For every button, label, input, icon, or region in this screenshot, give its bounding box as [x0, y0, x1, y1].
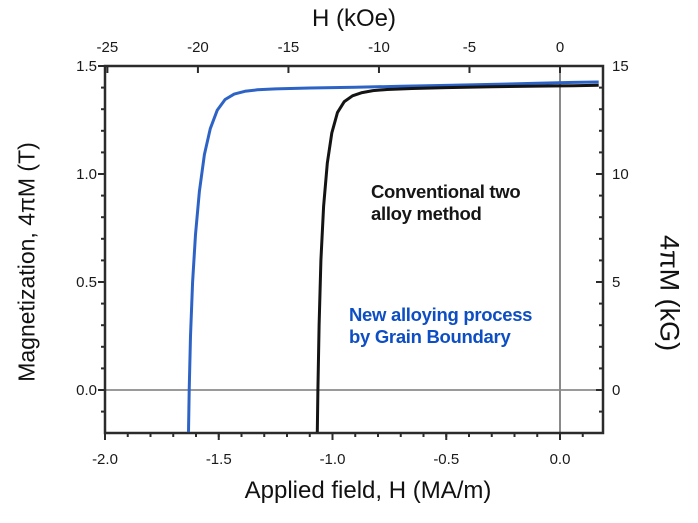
right-tick-label: 5 [612, 274, 620, 291]
bottom-axis-title: Applied field, H (MA/m) [244, 477, 492, 504]
curve-conventional-two-alloy [315, 83, 599, 433]
bottom-tick-label: -0.5 [433, 451, 459, 468]
bottom-tick-label: -1.5 [206, 451, 232, 468]
left-tick-label: 0.5 [76, 274, 97, 291]
annotation-new-process: New alloying process by Grain Boundary [349, 304, 532, 348]
top-tick-label: -25 [97, 39, 119, 56]
top-tick-label: -5 [463, 39, 476, 56]
top-tick-label: -15 [278, 39, 300, 56]
annotation-line: Conventional two [371, 181, 521, 202]
top-tick-label: 0 [556, 39, 564, 56]
left-tick-label: 0.0 [76, 382, 97, 399]
left-axis-title: Magnetization, 4πM (T) [13, 142, 40, 382]
left-tick-label: 1.0 [76, 166, 97, 183]
curve-new-alloying-process [187, 80, 599, 433]
bottom-tick-label: -1.0 [320, 451, 346, 468]
annotation-conventional-method: Conventional two alloy method [371, 181, 521, 225]
annotation-line: New alloying process [349, 304, 533, 325]
top-tick-label: -20 [187, 39, 209, 56]
bottom-tick-label: 0.0 [550, 451, 571, 468]
right-tick-label: 0 [612, 382, 620, 399]
bottom-tick-label: -2.0 [92, 451, 118, 468]
annotation-line: alloy method [371, 203, 482, 224]
right-axis-title: 4πM (kG) [654, 234, 685, 352]
right-tick-label: 15 [612, 58, 629, 75]
right-tick-label: 10 [612, 166, 629, 183]
top-axis-title: H (kOe) [312, 5, 396, 32]
axes-box [103, 64, 605, 435]
top-tick-label: -10 [368, 39, 390, 56]
left-tick-label: 1.5 [76, 58, 97, 75]
annotation-line: by Grain Boundary [349, 326, 511, 347]
